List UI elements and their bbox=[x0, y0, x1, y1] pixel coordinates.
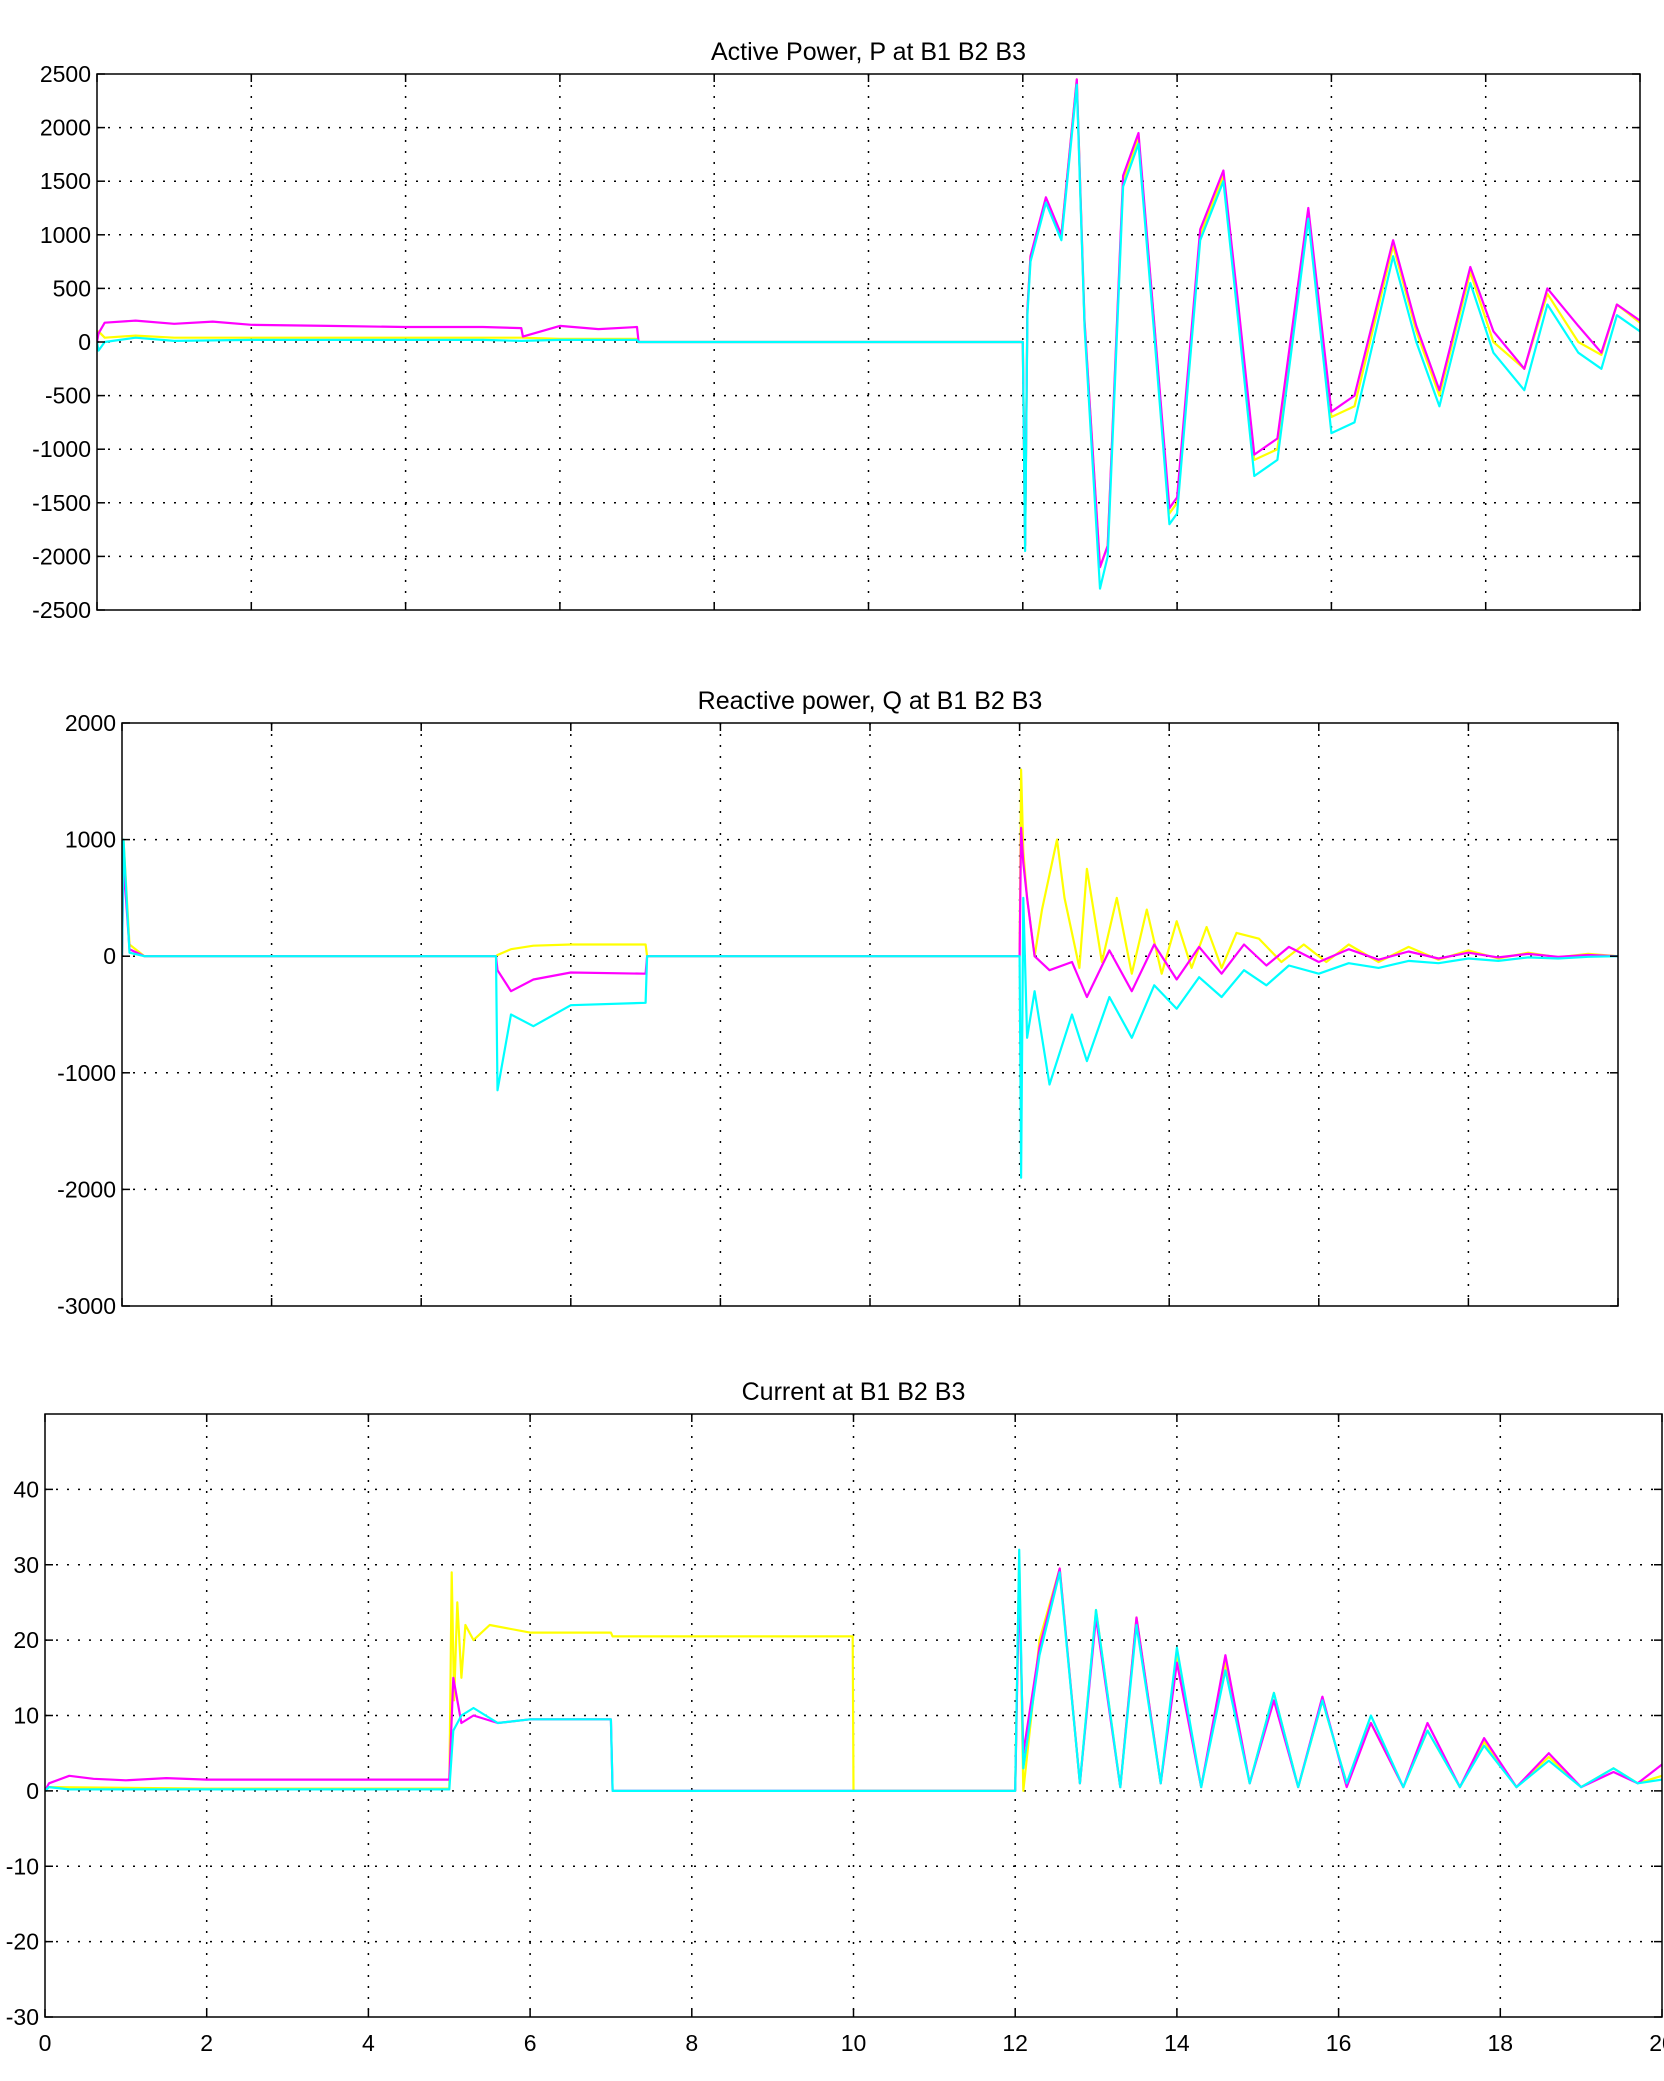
x-tick-label: 8 bbox=[685, 2030, 698, 2056]
y-tick-label: -1000 bbox=[32, 436, 91, 462]
y-tick-label: 2000 bbox=[40, 115, 91, 141]
y-tick-label: 0 bbox=[103, 943, 116, 969]
y-tick-label: -500 bbox=[45, 383, 91, 409]
y-tick-label: 40 bbox=[13, 1476, 39, 1502]
y-tick-label: 500 bbox=[53, 275, 91, 301]
x-tick-label: 16 bbox=[1326, 2030, 1352, 2056]
plot-active-power: Active Power, P at B1 B2 B3 -2500 -2000 -15… bbox=[32, 38, 1641, 623]
series-line-2 bbox=[97, 83, 1640, 590]
y-tick-label: -2500 bbox=[32, 597, 91, 623]
y-tick-label: 20 bbox=[13, 1627, 39, 1653]
y-tick-label: 2000 bbox=[65, 710, 116, 736]
y-tick-label: 1000 bbox=[65, 827, 116, 853]
y-tick-label: -20 bbox=[6, 1929, 39, 1955]
y-tick-label: -30 bbox=[6, 2004, 39, 2030]
y-tick-label: 0 bbox=[78, 329, 91, 355]
y-tick-label: -3000 bbox=[57, 1293, 116, 1319]
y-tick-label: -2000 bbox=[32, 543, 91, 569]
series-line-0 bbox=[45, 1556, 1662, 1792]
plot-reactive-power: Reactive power, Q at B1 B2 B3 -3000 -2000 -… bbox=[57, 687, 1619, 1319]
chart-title: Reactive power, Q at B1 B2 B3 bbox=[698, 687, 1043, 715]
x-tick-label: 10 bbox=[841, 2030, 867, 2056]
x-tick-label: 18 bbox=[1488, 2030, 1514, 2056]
x-tick-label: 14 bbox=[1164, 2030, 1190, 2056]
x-tick-label: 20 bbox=[1649, 2030, 1664, 2056]
series-line-2 bbox=[45, 1548, 1662, 1792]
chart-title: Active Power, P at B1 B2 B3 bbox=[711, 38, 1026, 66]
y-tick-label: 30 bbox=[13, 1552, 39, 1578]
chart-title: Current at B1 B2 B3 bbox=[742, 1378, 966, 1406]
y-tick-label: 1500 bbox=[40, 168, 91, 194]
series-line-1 bbox=[45, 1567, 1662, 1792]
y-tick-label: 10 bbox=[13, 1703, 39, 1729]
x-tick-label: 6 bbox=[524, 2030, 537, 2056]
x-tick-label: 12 bbox=[1002, 2030, 1028, 2056]
y-tick-label: 0 bbox=[26, 1778, 39, 1804]
x-tick-label: 0 bbox=[39, 2030, 52, 2056]
x-tick-label: 4 bbox=[362, 2030, 375, 2056]
plot-current: Current at B1 B2 B3 -30 -20 -10 0 10 20 30 40 0 2 4… bbox=[6, 1378, 1664, 2056]
y-tick-label: -2000 bbox=[57, 1176, 116, 1202]
y-tick-label: 2500 bbox=[40, 61, 91, 87]
y-tick-label: -1500 bbox=[32, 490, 91, 516]
x-tick-label: 2 bbox=[200, 2030, 213, 2056]
y-tick-label: -1000 bbox=[57, 1060, 116, 1086]
y-tick-label: -10 bbox=[6, 1853, 39, 1879]
series-line-2 bbox=[122, 838, 1618, 1179]
series-line-1 bbox=[122, 826, 1618, 999]
y-tick-label: 1000 bbox=[40, 222, 91, 248]
